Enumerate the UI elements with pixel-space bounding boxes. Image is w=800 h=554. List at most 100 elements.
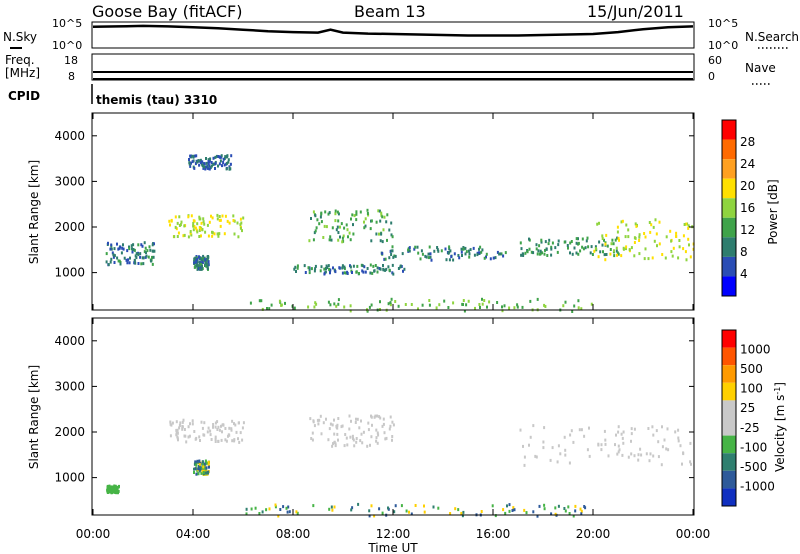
power-point (200, 234, 202, 238)
power-point (436, 248, 439, 252)
power-point (239, 217, 242, 221)
power-point (420, 249, 423, 253)
velocity-point (274, 505, 277, 509)
power-point (430, 258, 433, 262)
power-point (390, 221, 393, 225)
power-point (584, 246, 587, 250)
power-point (221, 164, 223, 168)
velocity-point (394, 504, 397, 508)
velocity-point (175, 420, 178, 424)
velocity-point (371, 423, 373, 427)
power-point (337, 212, 340, 216)
velocity-point (198, 469, 201, 473)
power-point (654, 218, 657, 222)
power-point (521, 252, 524, 256)
power-point (399, 264, 402, 268)
power-point (496, 301, 499, 304)
power-point (214, 162, 217, 165)
power-scatter (105, 154, 695, 313)
velocity-point (333, 440, 336, 444)
power-point (355, 270, 358, 274)
velocity-point (360, 432, 363, 436)
power-point (335, 228, 338, 232)
power-colorbar-swatch (722, 276, 736, 296)
power-point (408, 249, 411, 253)
velocity-point (169, 434, 172, 438)
power-point (206, 257, 209, 260)
velocity-point (377, 433, 380, 437)
power-point (334, 209, 337, 213)
velocity-point (393, 510, 396, 514)
power-colorbar-frame (721, 119, 737, 297)
velocity-point (330, 505, 333, 509)
y-tick-label: 3000 (54, 379, 85, 393)
power-point (529, 299, 532, 303)
power-point (388, 268, 391, 272)
power-point (653, 239, 656, 243)
velocity-point (210, 438, 213, 441)
power-point (189, 154, 192, 158)
velocity-point (648, 459, 651, 463)
power-point (453, 252, 456, 256)
velocity-point (202, 471, 205, 474)
power-point (268, 307, 271, 311)
power-point (380, 211, 383, 215)
power-point (535, 247, 538, 251)
velocity-point (344, 433, 347, 436)
velocity-point (679, 444, 682, 448)
velocity-point (378, 415, 381, 419)
velocity-point (460, 511, 463, 515)
power-point (132, 248, 135, 251)
velocity-point (385, 436, 388, 440)
power-point (280, 303, 283, 307)
power-point (195, 154, 198, 158)
power-point (638, 233, 641, 237)
power-point (335, 304, 338, 308)
velocity-point (511, 509, 514, 512)
power-point (516, 303, 519, 307)
power-point (208, 164, 211, 168)
power-point (397, 267, 400, 270)
power-point (375, 220, 378, 224)
velocity-point (209, 433, 212, 437)
power-point (394, 300, 397, 303)
velocity-point (366, 444, 369, 448)
velocity-point (374, 414, 377, 418)
power-point (539, 249, 542, 253)
power-colorbar-swatch (722, 178, 736, 199)
power-point (295, 270, 297, 273)
power-point (325, 225, 328, 229)
power-point (195, 260, 198, 264)
velocity-point (574, 509, 577, 513)
power-point (331, 226, 334, 230)
velocity-point (336, 432, 339, 436)
power-point (134, 254, 137, 258)
power-point (192, 228, 195, 232)
x-tick-label: 16:00 (476, 527, 511, 541)
power-point (364, 217, 367, 221)
power-point (462, 299, 465, 302)
velocity-point (196, 459, 199, 463)
power-point (628, 248, 631, 252)
velocity-point (633, 454, 636, 458)
velocity-point (677, 428, 680, 432)
power-point (296, 266, 299, 270)
velocity-point (491, 504, 494, 508)
power-point (352, 232, 355, 236)
velocity-point (534, 454, 537, 458)
power-point (366, 208, 369, 212)
power-point (307, 305, 310, 309)
power-colorbar-swatch (722, 159, 736, 179)
power-point (586, 236, 589, 240)
power-panel-frame (91, 112, 695, 311)
noise-left-tick-top: 10^5 (52, 17, 82, 30)
power-point (643, 232, 646, 235)
power-point (382, 228, 385, 232)
power-point (571, 310, 574, 313)
power-point (370, 219, 373, 223)
power-point (183, 224, 186, 228)
velocity-point (341, 424, 344, 428)
velocity-point (107, 486, 110, 490)
velocity-point (542, 446, 545, 450)
power-point (137, 262, 140, 265)
